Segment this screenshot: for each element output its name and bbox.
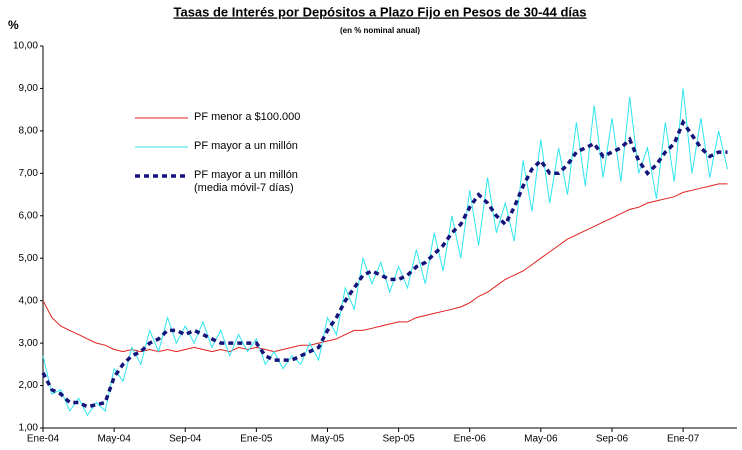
x-tick-label: Sep-06 xyxy=(596,434,629,445)
y-tick-label: 4,00 xyxy=(19,295,39,306)
y-tick-label: 5,00 xyxy=(19,253,39,264)
x-tick-label: Sep-05 xyxy=(382,434,415,445)
series-line xyxy=(42,183,728,353)
x-tick-label: Ene-04 xyxy=(27,434,60,445)
y-tick-label: 9,00 xyxy=(19,83,39,94)
y-tick-label: 6,00 xyxy=(19,210,39,221)
y-tick-label: 8,00 xyxy=(19,126,39,137)
y-tick-label: 3,00 xyxy=(19,338,39,349)
legend-label: PF mayor a un millón xyxy=(194,140,298,152)
legend-label: PF mayor a un millón (media móvil-7 días… xyxy=(194,169,298,194)
chart-title: Tasas de Interés por Depósitos a Plazo F… xyxy=(173,4,586,19)
x-tick-label: May-06 xyxy=(524,434,558,445)
x-tick-label: Sep-04 xyxy=(169,434,202,445)
x-tick-label: Ene-05 xyxy=(240,434,273,445)
y-axis-label: % xyxy=(8,18,19,32)
legend-label: PF menor a $100.000 xyxy=(194,111,301,123)
y-tick-label: 10,00 xyxy=(13,41,38,52)
y-tick-label: 1,00 xyxy=(19,423,39,434)
y-tick-label: 2,00 xyxy=(19,380,39,391)
x-tick-label: Ene-06 xyxy=(454,434,487,445)
x-tick-label: Ene-07 xyxy=(667,434,700,445)
y-tick-label: 7,00 xyxy=(19,168,39,179)
series-line xyxy=(41,118,728,409)
chart-subtitle: (en % nominal anual) xyxy=(340,26,420,35)
x-tick-label: May-05 xyxy=(311,434,345,445)
x-tick-label: May-04 xyxy=(97,434,131,445)
series-line xyxy=(42,88,728,417)
